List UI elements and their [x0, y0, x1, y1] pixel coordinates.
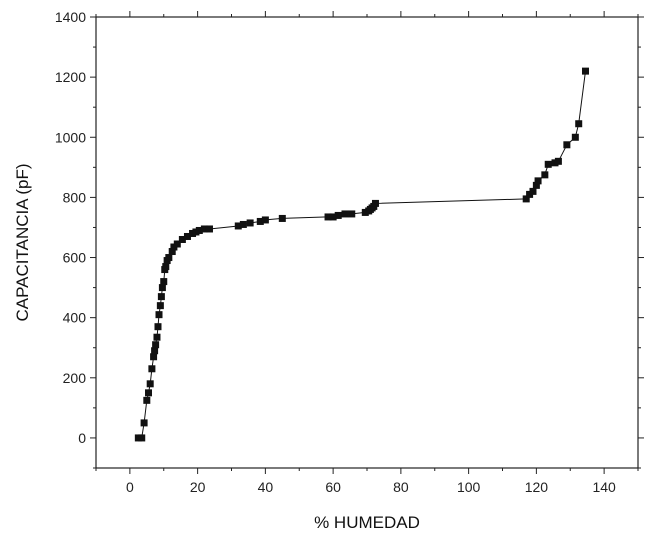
data-point [534, 177, 542, 185]
x-tick-label: 120 [525, 479, 549, 495]
data-point [278, 214, 286, 222]
data-point [581, 67, 589, 75]
y-tick-label: 1000 [55, 129, 86, 145]
data-point [256, 217, 264, 225]
x-tick-label: 20 [190, 479, 206, 495]
x-tick-label: 0 [126, 479, 134, 495]
data-point [529, 187, 537, 195]
y-tick-label: 600 [63, 250, 87, 266]
x-tick-label: 60 [325, 479, 341, 495]
data-point [522, 195, 530, 203]
data-point [173, 240, 181, 248]
data-point [154, 323, 162, 331]
data-point [165, 254, 173, 262]
data-point [571, 133, 579, 141]
data-point [157, 293, 165, 301]
data-point [151, 347, 159, 355]
data-point [156, 302, 164, 310]
data-point [148, 365, 156, 373]
y-axis-label: CAPACITANCIA (pF) [13, 163, 32, 321]
y-tick-label: 1400 [55, 9, 86, 25]
data-point [140, 419, 148, 427]
y-tick-label: 0 [78, 430, 86, 446]
data-point [341, 210, 349, 218]
data-point [234, 222, 242, 230]
data-point [153, 333, 161, 341]
data-point [239, 220, 247, 228]
x-axis-label: % HUMEDAD [314, 513, 420, 532]
data-points [134, 67, 589, 442]
data-point [371, 199, 379, 207]
data-point [532, 181, 540, 189]
y-tick-label: 1200 [55, 69, 86, 85]
data-point [195, 226, 203, 234]
x-tick-label: 80 [393, 479, 409, 495]
data-point [563, 141, 571, 149]
data-point [334, 211, 342, 219]
data-point [162, 263, 170, 271]
data-point [324, 213, 332, 221]
y-tick-label: 200 [63, 370, 87, 386]
x-tick-label: 40 [258, 479, 274, 495]
data-point [138, 434, 146, 442]
x-tick-label: 100 [457, 479, 481, 495]
x-tick-label: 140 [592, 479, 616, 495]
data-point [329, 213, 337, 221]
data-point [178, 235, 186, 243]
data-point [544, 160, 552, 168]
data-point [145, 389, 153, 397]
data-point [205, 225, 213, 233]
data-point [152, 341, 160, 349]
data-point [575, 120, 583, 128]
data-point [150, 353, 158, 361]
data-point [554, 157, 562, 165]
data-point [348, 210, 356, 218]
data-point [183, 232, 191, 240]
data-point [146, 380, 154, 388]
data-point [261, 216, 269, 224]
data-point [155, 311, 163, 319]
data-point [246, 219, 254, 227]
y-tick-label: 800 [63, 189, 87, 205]
data-point [541, 171, 549, 179]
axes: 0 20 40 60 80 100 120 1400200400600800100012001… [55, 9, 644, 495]
data-point [168, 248, 176, 256]
data-point [143, 396, 151, 404]
data-point [200, 225, 208, 233]
y-tick-label: 400 [63, 310, 87, 326]
data-point [158, 284, 166, 292]
series-line [138, 71, 586, 439]
data-point [160, 278, 168, 286]
